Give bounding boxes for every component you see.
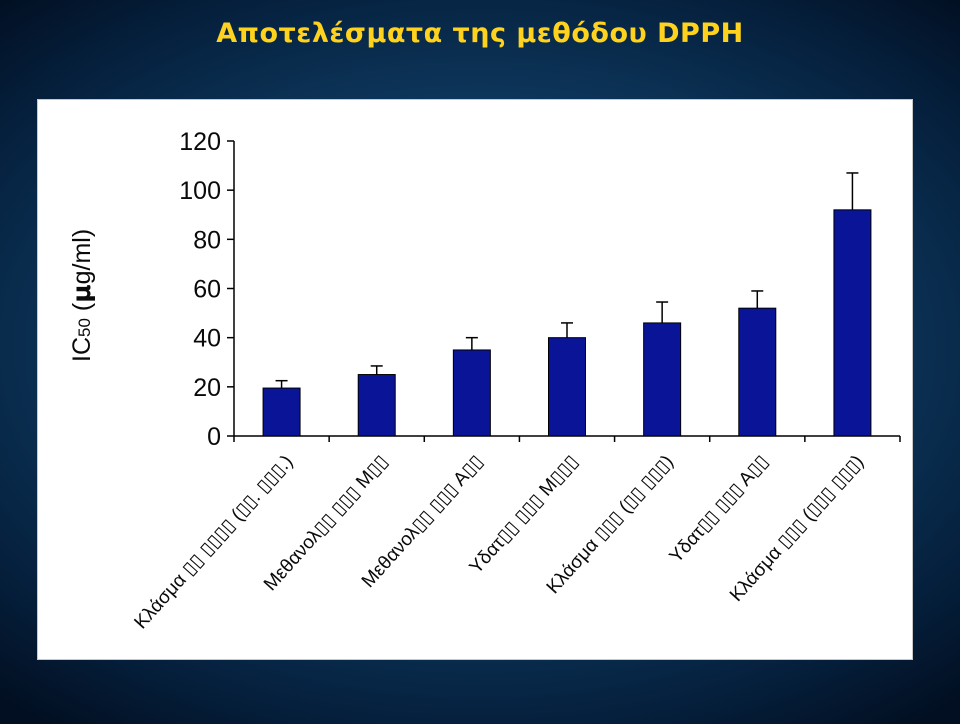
bar — [357, 374, 396, 437]
y-label-rest: ( — [68, 302, 96, 319]
x-tick-label: Κλάσμα ▯▯ ▯▯▯▯ (▯▯. ▯▯▯.) — [131, 451, 298, 633]
y-tick-label: 20 — [193, 374, 221, 402]
y-tick-label: 0 — [207, 423, 221, 451]
bar — [452, 349, 491, 437]
bar — [262, 387, 301, 437]
bar — [643, 322, 682, 437]
y-tick-label: 120 — [179, 128, 221, 156]
y-label-end: g/ml) — [68, 228, 96, 285]
y-tick-label: 80 — [193, 226, 221, 254]
y-tick-label: 100 — [179, 177, 221, 205]
y-label-main: IC — [68, 337, 96, 362]
bar-chart: 0 20 40 60 80 100 120 Κλάσμα ▯▯ ▯▯▯▯ (▯▯. ▯▯▯.)… — [131, 128, 901, 633]
x-tick-label: Υδατ▯▯ ▯▯▯ Α▯▯ — [666, 451, 773, 567]
bar — [548, 337, 586, 437]
y-tick-label: 40 — [193, 325, 221, 353]
y-label-mu: μ — [67, 284, 96, 303]
chart-panel: 0 20 40 60 80 100 120 Κλάσμα ▯▯ ▯▯▯▯ (▯▯. ▯▯▯.)… — [37, 99, 913, 660]
y-tick-label: 60 — [193, 276, 221, 304]
bar — [738, 307, 777, 437]
slide-title: Αποτελέσματα της μεθόδου DPPH — [216, 18, 744, 49]
bar — [833, 209, 872, 437]
y-label-sub: 50 — [75, 318, 94, 337]
